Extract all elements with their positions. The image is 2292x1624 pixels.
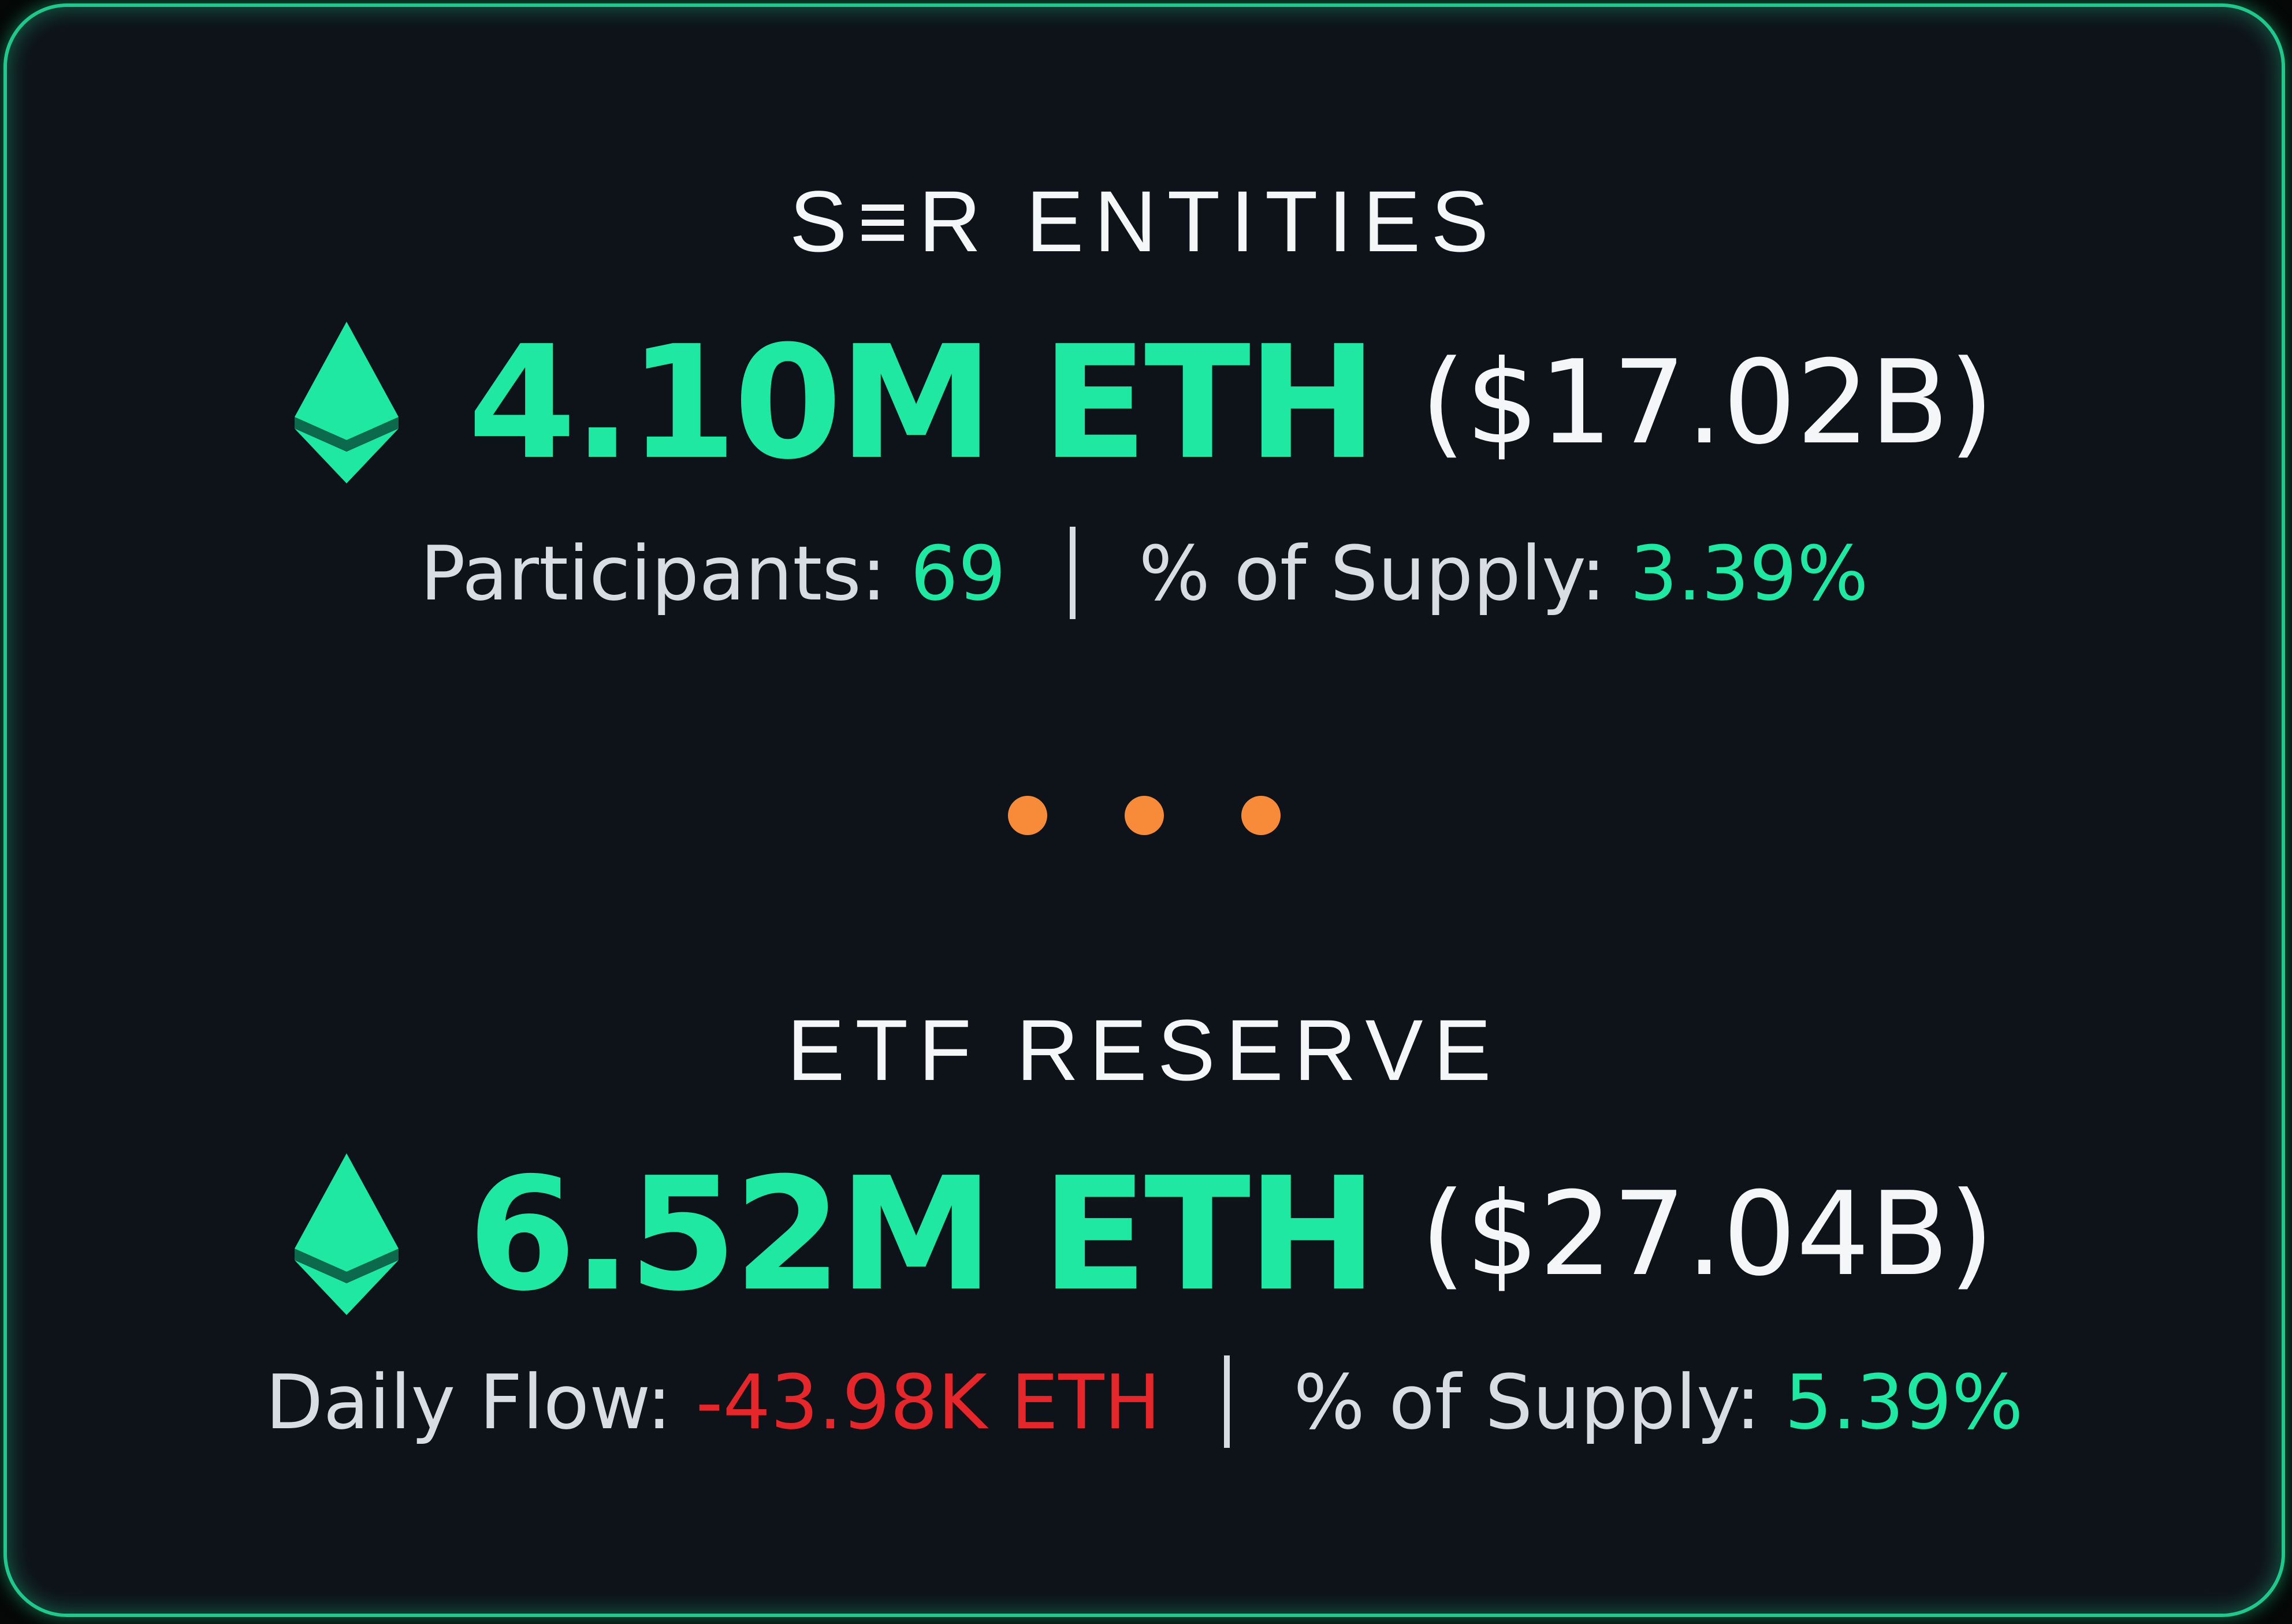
section-title-etf-reserve: ETF RESERVE bbox=[787, 1001, 1502, 1098]
usd-value: ($17.02B) bbox=[1420, 335, 1995, 470]
etf-reserve-holdings: 6.52M ETH ($27.04B) bbox=[7, 1143, 2282, 1325]
ethereum-icon bbox=[294, 1153, 399, 1315]
daily-flow-label: Daily Flow: bbox=[265, 1358, 696, 1446]
supply-label: % of Supply: bbox=[1138, 530, 1630, 617]
eth-amount: 6.52M ETH bbox=[467, 1143, 1378, 1325]
ethereum-icon bbox=[294, 322, 399, 483]
ser-entities-stats: Participants: 69 % of Supply: 3.39% bbox=[7, 527, 2282, 625]
supply-value: 5.39% bbox=[1784, 1358, 2023, 1446]
stat-separator bbox=[1224, 1355, 1230, 1448]
supply-label: % of Supply: bbox=[1293, 1358, 1785, 1446]
supply-value: 3.39% bbox=[1629, 530, 1869, 617]
participants-value: 69 bbox=[910, 530, 1006, 617]
stat-separator bbox=[1069, 527, 1076, 620]
section-title-ser-entities: S≡R ENTITIES bbox=[789, 173, 1500, 270]
eth-amount: 4.10M ETH bbox=[467, 311, 1378, 494]
participants-label: Participants: bbox=[420, 530, 911, 617]
more-dots-icon bbox=[7, 792, 2282, 839]
dot bbox=[1008, 796, 1047, 835]
dot bbox=[1241, 796, 1281, 835]
daily-flow-value: -43.98K ETH bbox=[695, 1358, 1161, 1446]
stats-card: S≡R ENTITIES 4.10M ETH ($17.02B) Partici… bbox=[3, 3, 2285, 1617]
dot bbox=[1125, 796, 1164, 835]
etf-reserve-stats: Daily Flow: -43.98K ETH % of Supply: 5.39… bbox=[7, 1355, 2282, 1454]
usd-value: ($27.04B) bbox=[1420, 1167, 1995, 1302]
ser-entities-holdings: 4.10M ETH ($17.02B) bbox=[7, 312, 2282, 494]
